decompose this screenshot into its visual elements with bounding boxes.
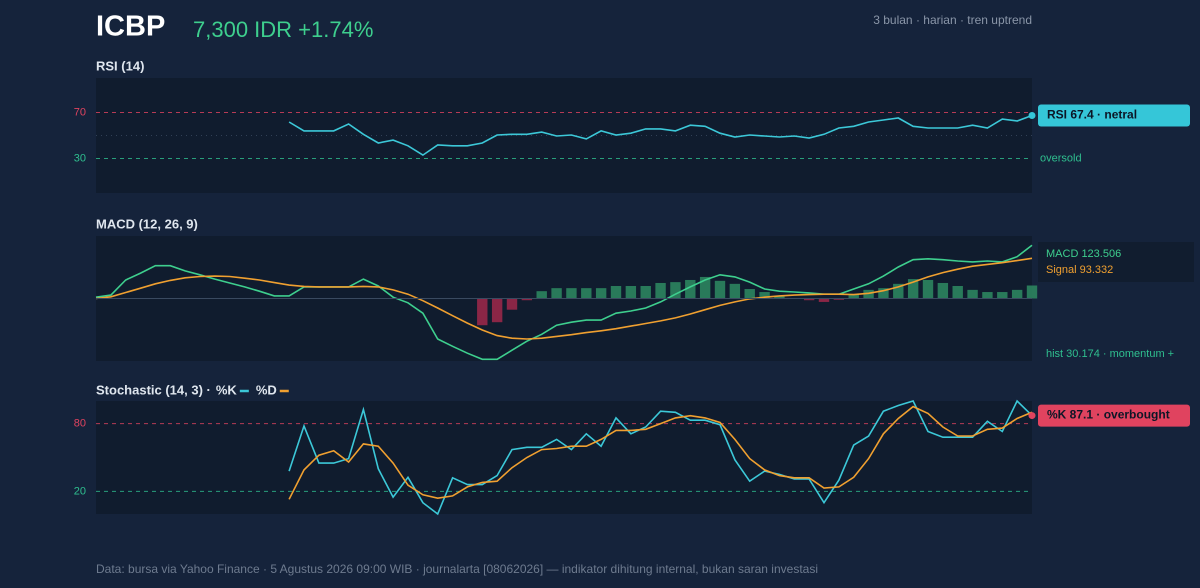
histogram-bar <box>670 282 681 299</box>
histogram-bar <box>729 283 741 299</box>
end-dot <box>1028 412 1036 420</box>
y-tick-label: 30 <box>74 152 86 164</box>
histogram-bar <box>922 279 934 299</box>
series-line <box>288 114 1033 157</box>
panel-title: Stochastic (14, 3) · <box>96 382 211 397</box>
histogram-bar <box>937 282 949 299</box>
histogram-bar <box>997 292 1008 299</box>
badge-text: %K 87.1 · overbought <box>1047 408 1170 422</box>
histogram-bar <box>536 291 547 299</box>
histogram-bar <box>952 286 963 299</box>
histogram-bar <box>863 289 874 299</box>
histogram-bar <box>551 288 562 299</box>
histogram-bar <box>1011 289 1023 299</box>
histogram-bar <box>907 279 919 299</box>
info-text: Signal 93.332 <box>1046 264 1113 276</box>
price: 7,300 IDR +1.74% <box>193 17 373 42</box>
panel <box>96 401 1032 514</box>
badge <box>1038 104 1190 127</box>
histogram-bar <box>714 280 726 299</box>
histogram-bar <box>506 298 518 310</box>
legend-label: %K <box>216 382 238 397</box>
series-line <box>95 257 1033 340</box>
histogram-bar <box>685 279 696 299</box>
series-line <box>288 405 1033 500</box>
histogram-bar <box>477 298 488 326</box>
panel-title: RSI (14) <box>96 58 144 73</box>
histogram-bar <box>521 298 533 301</box>
histogram-bar <box>744 289 755 299</box>
histogram-bar <box>640 286 651 299</box>
badge <box>1038 404 1190 427</box>
histogram-bar <box>610 286 622 299</box>
panel-title: MACD (12, 26, 9) <box>96 216 198 231</box>
info-text: MACD 123.506 <box>1046 248 1121 260</box>
badge-text: RSI 67.4 · netral <box>1047 108 1137 122</box>
histogram-bar <box>774 295 785 299</box>
histogram-bar <box>699 276 711 299</box>
histogram-bar <box>833 298 845 300</box>
footer: Data: bursa via Yahoo Finance · 5 Agustu… <box>96 562 818 576</box>
histogram-bar <box>1026 285 1038 299</box>
histogram-bar <box>982 292 993 299</box>
ticker: ICBP <box>96 11 165 43</box>
histogram-bar <box>893 283 904 299</box>
histogram-bar <box>803 298 815 301</box>
histogram-bar <box>967 289 978 299</box>
legend-label: %D <box>256 382 277 397</box>
histogram-bar <box>878 288 889 299</box>
end-dot <box>1028 111 1036 119</box>
annotation: oversold <box>1040 152 1082 164</box>
histogram-bar <box>848 294 859 299</box>
histogram-bar <box>566 288 577 299</box>
histogram-bar <box>759 292 770 299</box>
y-tick-label: 20 <box>74 485 86 497</box>
histogram-bar <box>595 288 607 299</box>
y-tick-label: 70 <box>74 106 86 118</box>
series-line <box>95 244 1033 361</box>
series-line <box>288 399 1033 516</box>
note: hist 30.174 · momentum + <box>1046 348 1174 360</box>
histogram-bar <box>818 298 830 302</box>
histogram-bar <box>625 286 637 299</box>
meta: 3 bulan · harian · tren uptrend <box>873 13 1032 27</box>
info-box <box>1038 242 1194 282</box>
histogram-bar <box>581 288 592 299</box>
y-tick-label: 80 <box>74 418 86 430</box>
histogram-bar <box>655 282 666 299</box>
histogram-bar <box>491 298 503 323</box>
